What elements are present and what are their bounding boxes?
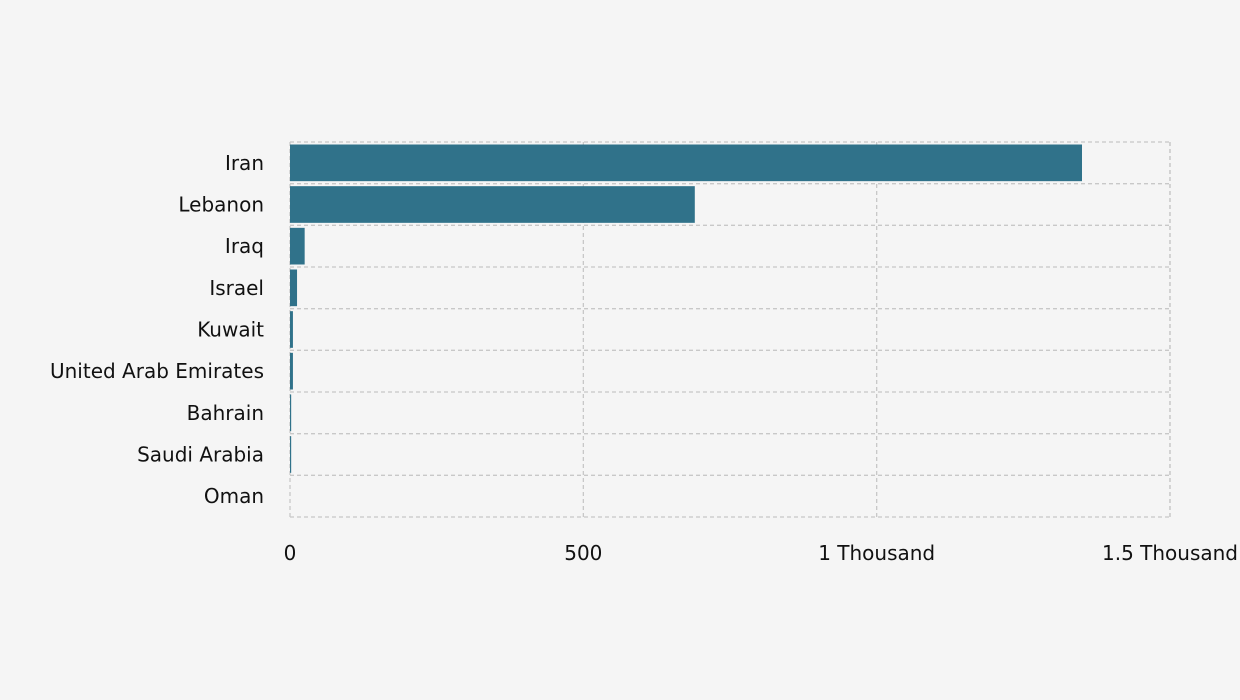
- x-tick-label: 0: [284, 541, 297, 565]
- x-tick-label: 1.5 Thousand: [1102, 541, 1238, 565]
- bar-iraq: [290, 227, 305, 265]
- category-label-lebanon: Lebanon: [178, 193, 264, 217]
- bar-iran: [290, 144, 1082, 182]
- bar-israel: [290, 269, 298, 307]
- category-label-israel: Israel: [209, 276, 264, 300]
- bar-saudi-arabia: [290, 436, 292, 473]
- category-label-iraq: Iraq: [225, 234, 264, 258]
- bar-bahrain: [290, 394, 292, 432]
- x-tick-label: 1 Thousand: [818, 541, 935, 565]
- x-axis-ticks: 0 500 1 Thousand 1.5 Thousand: [284, 541, 1238, 565]
- bar-lebanon: [290, 186, 695, 223]
- category-label-bahrain: Bahrain: [187, 401, 264, 425]
- y-axis-labels: Iran Lebanon Iraq Israel Kuwait United Arab E…: [50, 151, 264, 508]
- category-label-iran: Iran: [225, 151, 264, 175]
- category-label-oman: Oman: [204, 484, 264, 508]
- category-label-saudi-arabia: Saudi Arabia: [137, 443, 264, 467]
- bar-kuwait: [290, 311, 293, 348]
- category-label-kuwait: Kuwait: [197, 318, 264, 342]
- bars: [290, 144, 1082, 473]
- x-tick-label: 500: [564, 541, 602, 565]
- category-label-united-arab-emirates: United Arab Emirates: [50, 359, 264, 383]
- bar-united-arab-emirates: [290, 352, 293, 390]
